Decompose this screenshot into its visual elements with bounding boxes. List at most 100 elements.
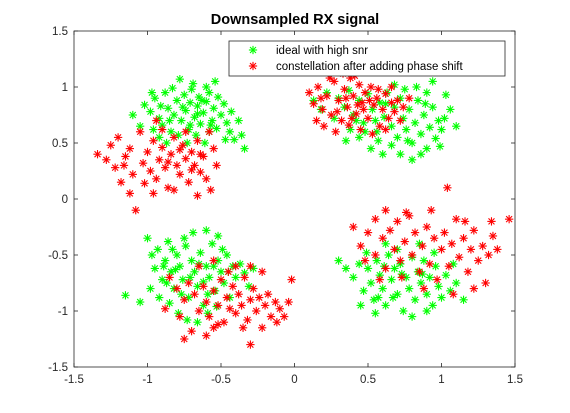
- marker-phase-shift: [116, 178, 126, 187]
- marker-ideal: [419, 110, 429, 120]
- marker-phase-shift: [111, 163, 120, 172]
- marker-phase-shift: [355, 80, 364, 89]
- marker-ideal: [378, 150, 387, 159]
- marker-phase-shift: [396, 256, 405, 265]
- axis-ticks: -1.5 -1 -0.5 0 0.5 1 1.5 -1.5 -1 -0.5 0 0.5 1 1.5: [48, 26, 523, 386]
- marker-ideal: [168, 83, 177, 93]
- marker-ideal: [216, 267, 226, 276]
- marker-ideal: [231, 273, 240, 282]
- marker-ideal: [381, 99, 390, 108]
- marker-ideal: [187, 85, 196, 94]
- marker-phase-shift: [384, 114, 393, 123]
- marker-ideal: [180, 90, 189, 99]
- marker-phase-shift: [312, 116, 321, 125]
- marker-ideal: [175, 262, 184, 271]
- marker-phase-shift: [252, 306, 261, 316]
- marker-ideal: [240, 268, 249, 278]
- marker-phase-shift: [393, 96, 402, 105]
- marker-phase-shift: [375, 122, 384, 131]
- marker-ideal: [341, 136, 351, 145]
- marker-phase-shift: [158, 143, 167, 152]
- marker-ideal: [121, 291, 130, 300]
- marker-ideal: [421, 99, 430, 108]
- data-markers: [93, 69, 514, 349]
- marker-ideal: [150, 94, 159, 103]
- marker-ideal: [153, 245, 162, 254]
- marker-ideal: [155, 133, 164, 142]
- marker-phase-shift: [316, 94, 326, 103]
- marker-phase-shift: [228, 282, 237, 291]
- marker-ideal: [210, 77, 220, 86]
- marker-ideal: [222, 118, 232, 127]
- marker-ideal: [403, 136, 412, 145]
- marker-phase-shift: [187, 165, 196, 175]
- marker-phase-shift: [341, 94, 351, 103]
- marker-phase-shift: [152, 116, 161, 125]
- marker-phase-shift: [360, 256, 370, 265]
- marker-ideal: [380, 113, 389, 122]
- marker-ideal: [381, 239, 390, 248]
- marker-ideal: [206, 120, 215, 130]
- marker-phase-shift: [488, 231, 498, 241]
- marker-phase-shift: [353, 100, 362, 110]
- marker-ideal: [172, 250, 182, 260]
- marker-ideal: [422, 290, 431, 299]
- marker-ideal: [366, 144, 376, 153]
- marker-ideal: [387, 141, 396, 150]
- marker-ideal: [230, 135, 239, 144]
- marker-phase-shift: [337, 116, 346, 125]
- marker-ideal: [128, 110, 137, 120]
- marker-phase-shift: [160, 304, 170, 313]
- marker-ideal: [150, 264, 159, 273]
- x-tick-label: 0: [291, 374, 297, 386]
- marker-phase-shift: [180, 295, 189, 304]
- marker-phase-shift: [193, 191, 202, 200]
- marker-ideal: [163, 104, 173, 113]
- marker-ideal: [205, 88, 214, 97]
- marker-phase-shift: [452, 215, 461, 224]
- marker-phase-shift: [330, 77, 339, 86]
- marker-phase-shift: [246, 262, 255, 271]
- marker-ideal: [428, 301, 437, 310]
- marker-ideal: [355, 133, 364, 142]
- marker-ideal: [165, 299, 174, 308]
- marker-ideal: [193, 101, 202, 111]
- marker-ideal: [402, 125, 411, 134]
- marker-phase-shift: [365, 96, 374, 105]
- marker-phase-shift: [125, 144, 135, 153]
- marker-phase-shift: [504, 215, 514, 224]
- marker-phase-shift: [327, 110, 336, 120]
- marker-phase-shift: [275, 304, 284, 313]
- marker-phase-shift: [202, 297, 211, 307]
- marker-ideal: [428, 77, 437, 86]
- marker-ideal: [177, 116, 186, 125]
- marker-ideal: [193, 318, 202, 327]
- marker-phase-shift: [225, 304, 234, 313]
- marker-phase-shift: [128, 170, 137, 179]
- marker-ideal: [407, 312, 417, 321]
- marker-ideal: [435, 142, 445, 151]
- marker-phase-shift: [347, 114, 356, 123]
- marker-phase-shift: [280, 312, 289, 321]
- marker-ideal: [396, 150, 405, 159]
- marker-phase-shift: [136, 127, 145, 136]
- marker-phase-shift: [237, 301, 246, 310]
- marker-phase-shift: [378, 105, 387, 114]
- marker-ideal: [437, 293, 446, 302]
- marker-ideal: [191, 131, 201, 140]
- marker-phase-shift: [93, 150, 102, 159]
- marker-phase-shift: [205, 127, 214, 136]
- marker-phase-shift: [113, 133, 123, 142]
- marker-phase-shift: [405, 94, 414, 103]
- marker-ideal: [419, 256, 429, 265]
- marker-ideal: [407, 155, 417, 164]
- marker-ideal: [440, 114, 449, 123]
- marker-ideal: [459, 295, 468, 304]
- marker-phase-shift: [243, 315, 252, 325]
- marker-phase-shift: [202, 174, 211, 183]
- marker-phase-shift: [493, 245, 502, 254]
- marker-phase-shift: [209, 323, 218, 332]
- marker-ideal: [185, 120, 195, 130]
- marker-phase-shift: [172, 284, 182, 293]
- marker-ideal: [234, 116, 243, 125]
